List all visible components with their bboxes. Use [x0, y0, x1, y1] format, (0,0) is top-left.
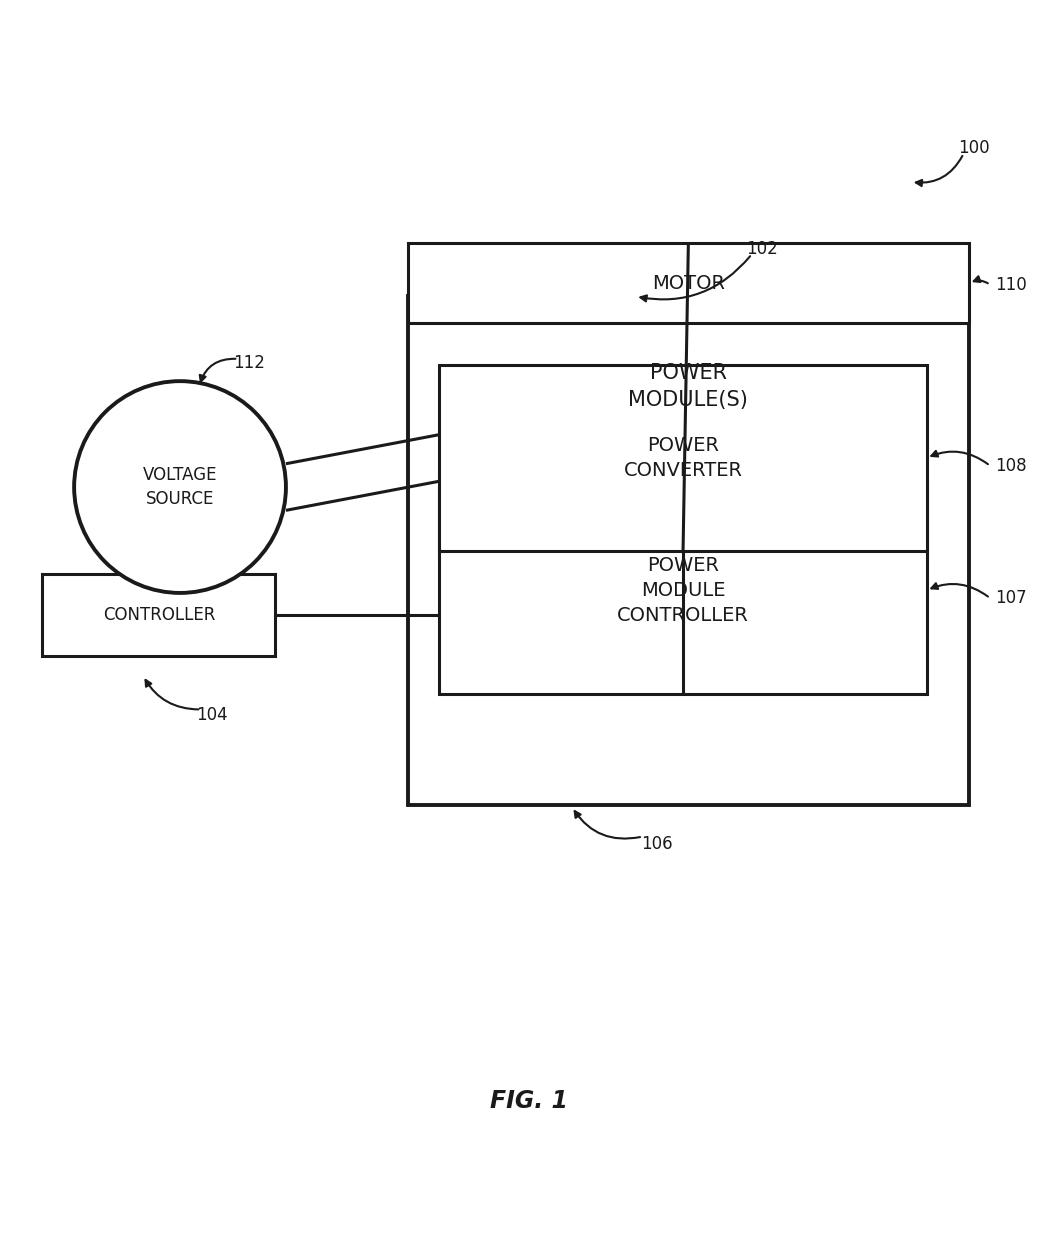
Text: 106: 106 [641, 835, 672, 853]
Text: VOLTAGE
SOURCE: VOLTAGE SOURCE [143, 466, 217, 508]
Text: 100: 100 [958, 139, 990, 158]
Text: 110: 110 [995, 276, 1027, 294]
Text: 108: 108 [995, 457, 1027, 475]
Bar [439, 488, 927, 693]
Text: POWER
CONVERTER: POWER CONVERTER [624, 436, 742, 480]
Text: MOTOR: MOTOR [652, 273, 724, 292]
Text: CONTROLLER: CONTROLLER [103, 606, 215, 624]
Circle shape [74, 381, 286, 593]
Bar [439, 365, 927, 551]
Bar [408, 296, 969, 805]
Text: 102: 102 [747, 239, 778, 258]
Text: 112: 112 [233, 354, 265, 372]
Bar [42, 573, 275, 656]
Bar [408, 243, 969, 323]
Text: 107: 107 [995, 590, 1027, 607]
Text: POWER
MODULE(S): POWER MODULE(S) [628, 363, 749, 410]
Text: FIG. 1: FIG. 1 [490, 1089, 569, 1114]
Text: 104: 104 [196, 706, 228, 723]
Text: POWER
MODULE
CONTROLLER: POWER MODULE CONTROLLER [617, 556, 749, 625]
